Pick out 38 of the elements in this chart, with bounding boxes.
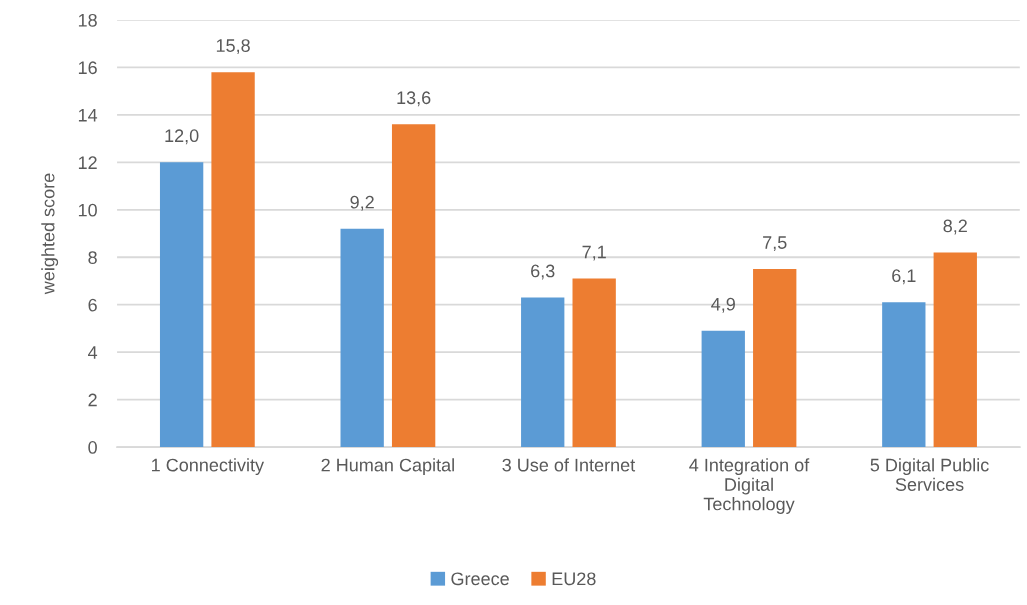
data-label: 4,9 xyxy=(711,297,735,313)
x-tick-label: 1 Connectivity xyxy=(152,458,265,476)
data-label: 9,2 xyxy=(350,195,374,211)
y-axis-title: weighted score xyxy=(41,173,59,295)
y-tick-label: 16 xyxy=(78,61,97,75)
y-tick-label: 12 xyxy=(78,156,97,169)
bar xyxy=(701,330,745,448)
data-label: 8,2 xyxy=(943,219,967,235)
y-tick-label: 18 xyxy=(78,13,97,27)
bar xyxy=(882,302,926,448)
bar xyxy=(340,228,384,448)
bar xyxy=(753,269,797,448)
y-tick-label: 6 xyxy=(88,298,97,312)
x-tick-label: 5 Digital Public Services xyxy=(870,458,989,491)
data-label: 15,8 xyxy=(216,39,250,55)
bar xyxy=(211,72,255,448)
data-label: 7,5 xyxy=(763,236,787,252)
x-tick-label: 3 Use of Internet xyxy=(502,458,636,472)
bar xyxy=(521,297,565,448)
y-tick-label: 0 xyxy=(88,441,97,454)
data-label: 6,3 xyxy=(531,264,555,280)
data-label: 7,1 xyxy=(582,245,606,261)
y-tick-label: 8 xyxy=(88,251,97,264)
y-tick-label: 10 xyxy=(78,203,97,217)
data-label: 13,6 xyxy=(397,91,431,107)
bar xyxy=(572,278,616,448)
bar xyxy=(159,162,204,448)
y-tick-label: 4 xyxy=(88,346,98,359)
bar xyxy=(933,252,977,448)
legend-label: Greece xyxy=(451,572,509,586)
data-label: 6,1 xyxy=(892,269,916,285)
legend-label: EU28 xyxy=(552,572,596,586)
data-label: 12,0 xyxy=(165,129,199,145)
x-tick-label: 4 Integration of Digital Technology xyxy=(689,458,810,514)
y-tick-label: 2 xyxy=(88,393,97,407)
y-tick-label: 14 xyxy=(78,109,98,122)
bar xyxy=(391,124,436,448)
x-tick-label: 2 Human Capital xyxy=(321,458,454,476)
